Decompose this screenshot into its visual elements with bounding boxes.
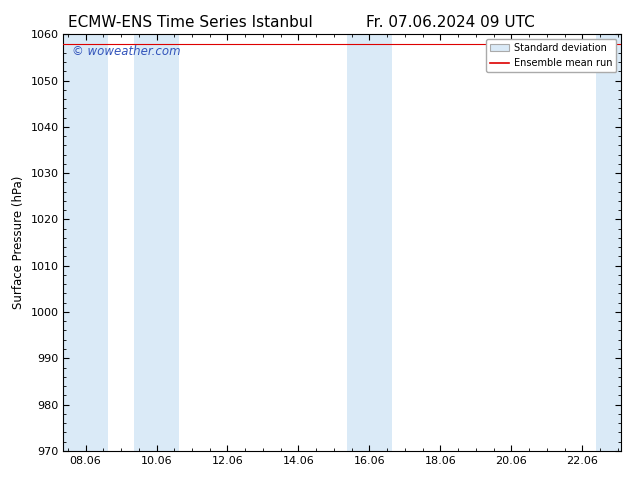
Text: ECMW-ENS Time Series Istanbul: ECMW-ENS Time Series Istanbul <box>68 15 313 30</box>
Y-axis label: Surface Pressure (hPa): Surface Pressure (hPa) <box>12 176 25 309</box>
Bar <box>134 34 179 451</box>
Bar <box>347 34 392 451</box>
Text: Fr. 07.06.2024 09 UTC: Fr. 07.06.2024 09 UTC <box>366 15 534 30</box>
Text: © woweather.com: © woweather.com <box>72 45 181 58</box>
Bar <box>595 34 621 451</box>
Bar <box>63 34 108 451</box>
Legend: Standard deviation, Ensemble mean run: Standard deviation, Ensemble mean run <box>486 39 616 72</box>
